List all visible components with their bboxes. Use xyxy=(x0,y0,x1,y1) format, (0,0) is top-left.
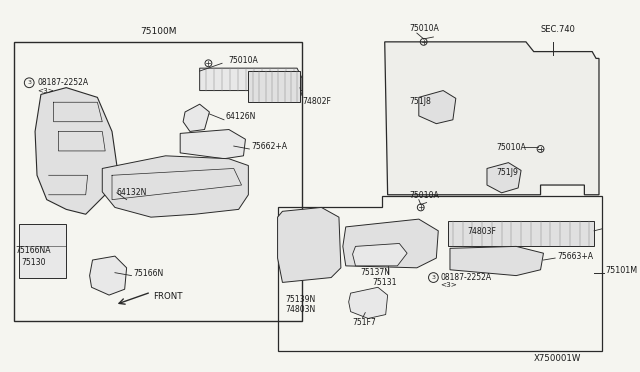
Text: 3: 3 xyxy=(28,80,31,85)
Text: 751J8: 751J8 xyxy=(409,97,431,106)
Polygon shape xyxy=(385,42,599,195)
Polygon shape xyxy=(90,256,127,295)
Polygon shape xyxy=(183,104,209,131)
Text: 08187-2252A: 08187-2252A xyxy=(37,78,88,87)
Polygon shape xyxy=(353,243,407,266)
Polygon shape xyxy=(248,71,300,102)
Text: 08187-2252A: 08187-2252A xyxy=(440,273,492,282)
Text: 75101M: 75101M xyxy=(606,266,638,275)
Text: 75100M: 75100M xyxy=(141,27,177,36)
Text: 75662+A: 75662+A xyxy=(252,142,287,151)
Polygon shape xyxy=(35,88,117,214)
Polygon shape xyxy=(349,287,388,318)
Text: 75139N: 75139N xyxy=(285,295,316,304)
Text: 75137N: 75137N xyxy=(360,268,390,277)
Text: <3>: <3> xyxy=(37,88,54,94)
Polygon shape xyxy=(180,129,245,159)
Polygon shape xyxy=(487,163,521,193)
Polygon shape xyxy=(19,224,66,278)
Text: 64132N: 64132N xyxy=(117,188,147,197)
Polygon shape xyxy=(200,68,302,90)
Text: FRONT: FRONT xyxy=(153,292,182,301)
Text: 3: 3 xyxy=(431,275,435,280)
Text: 74803N: 74803N xyxy=(285,305,316,314)
Polygon shape xyxy=(343,219,438,268)
Text: 75010A: 75010A xyxy=(409,190,439,200)
Text: 64126N: 64126N xyxy=(226,112,257,121)
Text: 75130: 75130 xyxy=(21,258,46,267)
Text: <3>: <3> xyxy=(440,282,457,288)
Text: 75010A: 75010A xyxy=(497,142,527,151)
Text: 751F7: 751F7 xyxy=(353,318,376,327)
Polygon shape xyxy=(278,208,341,282)
Text: 74803F: 74803F xyxy=(467,227,497,236)
Text: SEC.740: SEC.740 xyxy=(541,25,575,34)
Text: 751J9: 751J9 xyxy=(497,169,518,177)
Text: 75010A: 75010A xyxy=(409,24,439,33)
Text: 74802F: 74802F xyxy=(302,97,331,106)
Polygon shape xyxy=(450,246,543,276)
Text: 75663+A: 75663+A xyxy=(557,251,593,261)
Polygon shape xyxy=(102,156,248,217)
Polygon shape xyxy=(448,221,594,246)
Text: 75010A: 75010A xyxy=(228,56,258,65)
Text: 75131: 75131 xyxy=(372,278,397,286)
Text: X750001W: X750001W xyxy=(534,353,581,363)
Text: 75166N: 75166N xyxy=(133,269,164,278)
Polygon shape xyxy=(419,90,456,124)
Text: 75166NA: 75166NA xyxy=(15,246,51,256)
